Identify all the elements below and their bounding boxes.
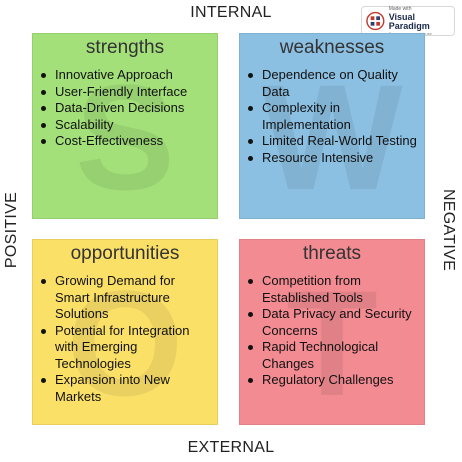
list-item: Expansion into New Markets: [41, 372, 211, 405]
list-item: Scalability: [41, 117, 211, 134]
list-item: Resource Intensive: [248, 150, 418, 167]
threats-quadrant: T threats Competition from Established T…: [239, 239, 425, 425]
strengths-quadrant: S strengths Innovative Approach User-Frie…: [32, 33, 218, 219]
list-item: Rapid Technological Changes: [248, 339, 418, 372]
list-item: Complexity in Implementation: [248, 100, 418, 133]
threats-title: threats: [302, 243, 362, 264]
list-item: Growing Demand for Smart Infrastructure …: [41, 273, 211, 323]
list-item: Cost-Effectiveness: [41, 133, 211, 150]
opportunities-quadrant: O opportunities Growing Demand for Smart…: [32, 239, 218, 425]
list-item: Data Privacy and Security Concerns: [248, 306, 418, 339]
list-item: Regulatory Challenges: [248, 372, 418, 389]
axis-label-internal: INTERNAL: [190, 4, 272, 21]
opportunities-title: opportunities: [70, 243, 180, 264]
list-item: User-Friendly Interface: [41, 84, 211, 101]
axis-label-positive: POSITIVE: [3, 191, 20, 269]
watermark-brand: Visual Paradigm: [388, 11, 430, 31]
threats-list: Competition from Established Tools Data P…: [240, 273, 424, 389]
list-item: Innovative Approach: [41, 67, 211, 84]
visual-paradigm-watermark: Made with Visual Paradigm For non-commer…: [361, 6, 455, 36]
list-item: Data-Driven Decisions: [41, 100, 211, 117]
visual-paradigm-logo-icon: [366, 11, 385, 31]
weaknesses-quadrant: W weaknesses Dependence on Quality Data C…: [239, 33, 425, 219]
strengths-title: strengths: [85, 37, 165, 58]
axis-label-external: EXTERNAL: [187, 439, 275, 456]
opportunities-list: Growing Demand for Smart Infrastructure …: [33, 273, 217, 405]
list-item: Potential for Integration with Emerging …: [41, 323, 211, 373]
weaknesses-title: weaknesses: [279, 37, 385, 58]
list-item: Competition from Established Tools: [248, 273, 418, 306]
list-item: Dependence on Quality Data: [248, 67, 418, 100]
axis-label-negative: NEGATIVE: [440, 188, 457, 272]
strengths-list: Innovative Approach User-Friendly Interfa…: [33, 67, 217, 150]
watermark-made-with: Made with: [388, 5, 412, 12]
list-item: Limited Real-World Testing: [248, 133, 417, 148]
weaknesses-list: Dependence on Quality Data Complexity in …: [240, 67, 424, 166]
